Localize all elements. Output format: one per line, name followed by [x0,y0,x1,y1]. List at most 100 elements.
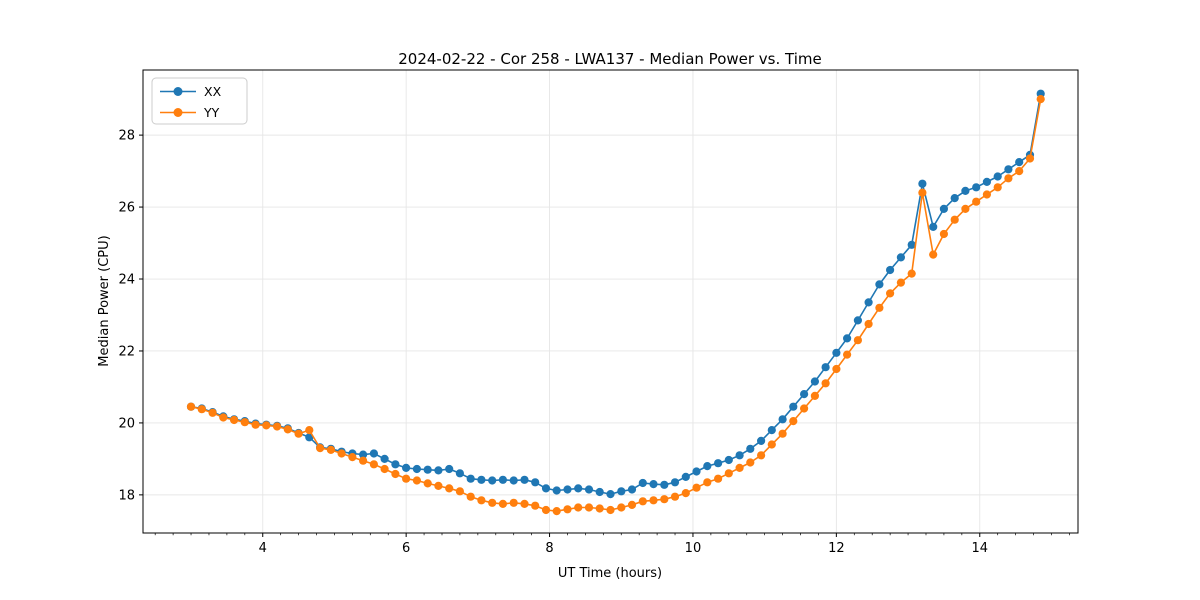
series-yy-point [412,476,421,485]
series-xx-point [434,466,443,475]
series-yy-point [757,451,766,460]
series-yy-point [240,418,249,427]
series-xx-point [832,348,841,357]
series-yy-point [832,364,841,374]
series-xx-point [724,455,733,465]
series-xx-point [757,436,766,445]
series-yy-point [1025,154,1035,163]
y-tick-label: 28 [118,129,135,144]
series-yy-point [767,440,776,449]
series-yy-point [692,483,701,492]
data-series [186,89,1045,516]
series-yy-point [627,500,637,509]
series-yy-point [789,417,798,426]
series-xx-point [789,402,798,411]
series-yy-point [531,501,540,510]
x-tick-label: 12 [828,541,845,556]
series-yy-point [251,420,260,429]
series-yy-point [1036,95,1045,104]
y-tick-label: 24 [118,273,135,288]
series-xx [186,89,1045,499]
y-tick-label: 20 [118,416,135,431]
series-xx-point [896,253,906,262]
series-xx-line [190,93,1042,495]
series-yy-point [359,456,368,465]
series-xx-point [498,475,507,484]
series-xx-point [939,204,949,213]
series-yy-point [864,319,873,329]
series-yy-point [939,229,949,239]
series-xx-point [412,464,421,474]
series-xx-point [606,490,615,499]
series-yy-point [423,479,432,488]
series-xx-point [455,469,464,478]
series-xx-point [950,194,959,203]
series-yy-point [918,188,927,197]
series-xx-point [402,463,411,472]
series-yy-point [907,269,916,278]
series-xx-point [423,465,432,474]
series-xx-point [972,183,981,192]
series-xx-point [821,363,830,372]
series-xx-point [918,179,927,188]
series-xx-point [1015,158,1024,167]
series-yy-point [1004,174,1013,183]
series-xx-point [810,377,820,386]
series-yy-point [982,190,992,199]
series-xx-point [907,240,916,249]
axis-ticks: 4 6 8 10 12 14 18 20 22 24 26 28 [118,129,1070,556]
grid-lines [143,70,1078,533]
series-xx-point [993,172,1002,181]
legend-box [151,77,248,125]
x-tick-label: 10 [685,541,702,556]
series-yy-point [369,460,378,469]
series-xx-point [380,454,389,463]
x-tick-label: 8 [545,541,553,556]
series-xx-point [584,485,594,494]
series-yy-point [1015,167,1024,176]
series-xx-point [714,459,723,468]
series-yy-point [821,379,830,388]
series-xx-point [369,449,378,458]
series-xx-point [574,484,583,493]
series-xx-point [466,474,475,483]
series-yy-point [950,215,959,224]
series-yy-point [434,481,443,490]
series-xx-point [638,478,647,488]
series-xx-point [886,265,895,275]
legend-marker-xx [173,87,183,96]
series-xx-point [627,485,637,494]
series-yy-point [509,498,518,507]
series-xx-point [445,464,454,474]
series-yy-point [853,336,863,345]
y-tick-label: 18 [118,488,135,503]
series-yy-point [219,413,228,422]
series-yy-point [961,204,970,213]
series-yy-point [746,458,755,467]
series-yy-point [380,464,389,474]
series-xx-point [843,334,852,343]
plot-border [142,69,1079,534]
series-xx-point [1004,165,1013,174]
series-xx-point [929,222,938,231]
y-axis-label: Median Power (CPU) [97,235,112,366]
series-yy-point [541,505,551,515]
series-yy-point [316,444,325,453]
series-yy-point [606,505,615,515]
series-xx-point [359,450,368,459]
x-tick-label: 4 [259,541,267,556]
series-yy-point [584,503,594,512]
legend-label-xx: XX [204,84,222,99]
series-yy-point [197,405,206,414]
series-yy-point [660,495,669,504]
series-yy-point [595,504,604,513]
series-yy-point [800,404,809,413]
chart-title: 2024-02-22 - Cor 258 - LWA137 - Median P… [398,50,822,68]
series-yy-point [778,429,787,438]
series-yy-point [262,421,271,430]
series-xx-point [800,390,809,399]
series-yy-point [735,463,744,472]
series-yy-point [466,492,475,501]
series-yy-point [337,449,346,458]
series-xx-point [660,480,669,489]
